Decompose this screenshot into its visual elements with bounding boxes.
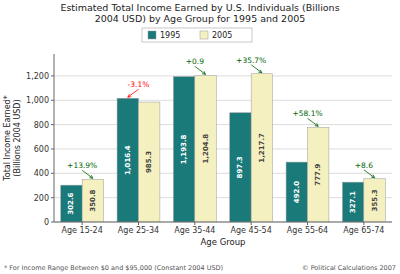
legend-frame [142,28,252,42]
grid-line [54,75,392,76]
bar [195,75,216,222]
data-label: 985.3 [145,151,153,173]
data-label: 1,204.8 [202,134,210,164]
data-label: 327.1 [349,191,357,213]
data-label: 777.9 [314,163,322,185]
data-label: 1,193.8 [180,134,188,164]
grid [54,76,392,222]
bar [82,179,103,222]
bar [364,179,385,222]
data-label: 1,217.7 [258,133,266,163]
legend-label: 1995 [160,31,180,40]
y-tick-label: 0 [44,218,49,227]
grid-line [54,197,392,198]
annotation-arrow [82,170,93,178]
annotation: +0.9 [186,57,204,66]
data-label: 350.8 [89,189,97,211]
x-tick [82,222,83,225]
y-axis-label: Total Income Earned*(Billions 2004 USD) [3,95,22,181]
bar [61,185,82,222]
annotation: +35.7% [236,56,266,65]
x-tick [307,222,308,225]
grid-line [54,222,392,223]
x-tick-label: Age 35-44 [174,226,215,235]
y-tick-label: 800 [34,121,49,130]
legend-swatch [148,31,156,39]
annotation: -3.1% [128,80,150,89]
annotation-arrow [195,66,206,74]
x-tick [138,222,139,225]
annotation-arrow [308,118,319,126]
legend-swatch [200,31,208,39]
annotation-arrowhead [315,123,318,126]
x-tick-label: Age 25-34 [118,226,159,235]
footnote: * For Income Range Between $0 and $95,00… [4,264,223,272]
annotation: +58.1% [292,109,322,118]
copyright: © Political Calculations 2007 [302,264,396,272]
x-tick-label: Age 65-74 [343,226,384,235]
x-tick [251,222,252,225]
x-tick-label: Age 55-64 [287,226,328,235]
data-label: 302.6 [67,192,75,214]
bar [139,102,160,222]
x-tick-label: Age 45-54 [231,226,272,235]
annotation-arrowhead [89,175,92,178]
y-tick-label: 200 [34,194,49,203]
y-tick-label: 400 [34,169,49,178]
bar [286,162,307,222]
legend-label: 2005 [212,31,232,40]
x-tick [363,222,364,225]
y-tick-label: 1,000 [26,96,49,105]
annotation-arrowhead [371,175,374,178]
title: Estimated Total Income Earned by U.S. In… [60,2,339,24]
grid-line [54,124,392,125]
bars [61,74,385,222]
x-axis-label: Age Group [200,237,245,247]
grid-line [54,173,392,174]
data-label: 492.0 [293,181,301,203]
data-label: 897.3 [236,156,244,178]
annotation-arrowhead [128,94,131,97]
annotation: +8.6 [355,161,373,170]
chart: Estimated Total Income Earned by U.S. In… [0,0,400,274]
annotation-arrow [128,89,139,97]
grid-line [54,148,392,149]
data-label: 355.3 [371,189,379,211]
y-axis [54,54,55,222]
annotation-arrow [364,170,375,178]
annotation-arrowhead [258,70,261,73]
legend: 1995 2005 [142,28,252,42]
bar [308,127,329,222]
bar [117,98,138,222]
annotation-arrowhead [202,71,205,74]
bar [173,77,194,222]
y-tick-label: 1,200 [26,72,49,81]
bar [230,113,251,222]
bar [251,74,272,222]
annotation-arrow [251,65,262,73]
x-axis [54,222,392,223]
grid-line [54,100,392,101]
annotation: +13.9% [67,161,97,170]
data-label: 1,016.4 [124,145,132,175]
bar [342,182,363,222]
y-tick-label: 600 [34,145,49,154]
x-tick-label: Age 15-24 [62,226,103,235]
x-tick [194,222,195,225]
